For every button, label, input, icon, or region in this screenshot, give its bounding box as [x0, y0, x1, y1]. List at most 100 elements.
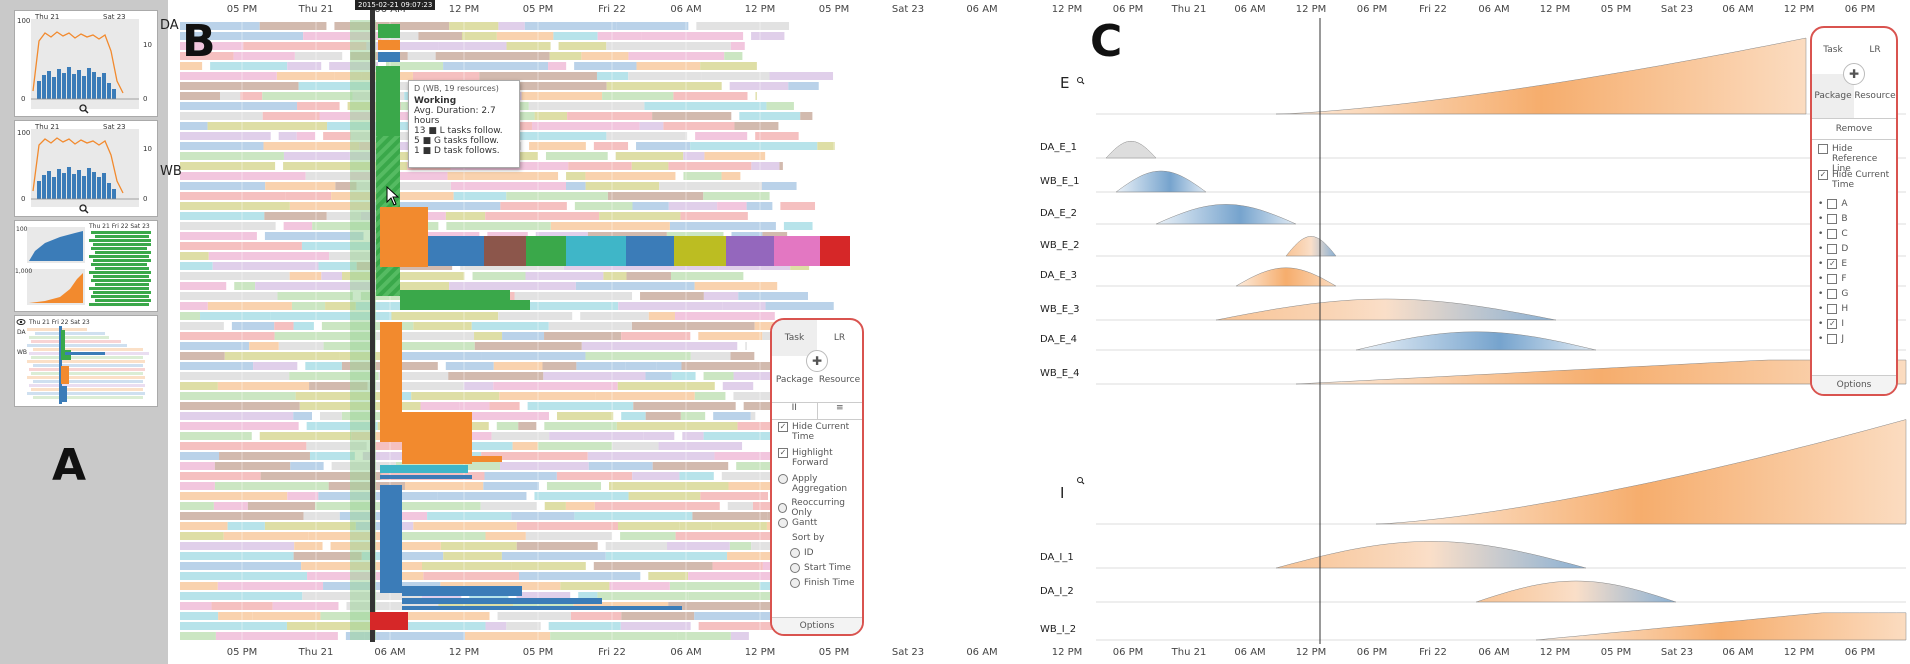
filter-option-f[interactable]: • F	[1812, 271, 1896, 286]
reoccurring-only-option[interactable]: Reoccurring Only	[772, 498, 862, 518]
checkbox-checked-icon[interactable]: ✓	[1827, 258, 1838, 269]
gantt-task-bar	[585, 182, 660, 190]
profile-mode-center-icon[interactable]: ✚	[1843, 63, 1865, 85]
gantt-task-bar	[283, 162, 408, 170]
profile-top-tick-10: Sat 23	[1660, 4, 1694, 15]
gantt-task-bar	[511, 562, 586, 570]
remove-button[interactable]: Remove	[1812, 119, 1896, 140]
zoom-icon[interactable]	[79, 204, 89, 214]
gantt-task-bar	[180, 62, 203, 70]
overview-thumbnail-2[interactable]: 100 0 10 0 Thu 21 Sat 23	[14, 120, 158, 217]
gantt-task-bar	[364, 632, 465, 640]
filter-option-j[interactable]: • J	[1812, 331, 1896, 346]
checkbox-checked-icon[interactable]: ✓	[778, 422, 788, 432]
hide-reference-line-option[interactable]: Hide Reference Line	[1812, 144, 1896, 174]
profile-chart[interactable]	[1036, 0, 1910, 664]
profile-mode-resource-button[interactable]: Resource	[1854, 91, 1896, 101]
checkbox-checked-icon[interactable]: ✓	[1827, 318, 1838, 329]
filter-option-g[interactable]: • G	[1812, 286, 1896, 301]
gantt-task-bar	[393, 552, 444, 560]
gantt-option[interactable]: Gantt	[772, 515, 862, 530]
gantt-task-bar	[326, 212, 361, 220]
thumb4-row2: WB	[17, 349, 27, 356]
mode-resource-button[interactable]: Resource	[818, 375, 861, 385]
gantt-task-bar	[207, 122, 328, 130]
apply-aggregation-option[interactable]: Apply Aggregation	[772, 474, 862, 500]
gantt-task-bar	[817, 142, 835, 150]
checkbox-icon[interactable]	[1818, 144, 1828, 154]
radio-icon[interactable]	[790, 562, 800, 573]
gantt-task-bar	[180, 522, 228, 530]
mode-task-button[interactable]: Task	[772, 320, 817, 356]
checkbox-icon[interactable]	[1827, 213, 1838, 224]
mode-package-button[interactable]: Package	[775, 375, 814, 385]
zoom-icon[interactable]	[1077, 477, 1085, 485]
profile-mode-lr-button[interactable]: LR	[1869, 45, 1881, 55]
checkbox-icon[interactable]	[1827, 333, 1838, 344]
checkbox-icon[interactable]	[1827, 288, 1838, 299]
radio-icon[interactable]	[778, 502, 788, 513]
checkbox-icon[interactable]	[1827, 243, 1838, 254]
sort-start-option[interactable]: Start Time	[772, 560, 862, 575]
gantt-task-bar	[534, 112, 568, 120]
filter-option-e[interactable]: • ✓ E	[1812, 256, 1896, 271]
radio-icon[interactable]	[778, 474, 788, 484]
gantt-task-bar	[621, 612, 695, 620]
checkbox-checked-icon[interactable]: ✓	[1818, 170, 1828, 180]
overview-thumbnail-1[interactable]: 100 0 10 0 Thu 21 Sat 23	[14, 10, 158, 117]
profile-hide-current-time-option[interactable]: ✓ Hide Current Time	[1812, 170, 1896, 196]
checkbox-icon[interactable]	[1827, 273, 1838, 284]
tooltip-line-1: 13 ■ L tasks follow.	[414, 126, 503, 136]
profile-top-tick-12: 12 PM	[1783, 4, 1815, 15]
eye-icon[interactable]	[16, 319, 26, 325]
gantt-task-bar	[180, 122, 208, 130]
gantt-task-bar	[690, 142, 743, 150]
overview-thumbnail-4[interactable]: Thu 21 Fri 22 Sat 23 DA WB	[14, 315, 158, 407]
radio-icon[interactable]	[790, 577, 800, 588]
gantt-task-bar	[667, 542, 730, 550]
filter-option-b[interactable]: • B	[1812, 211, 1896, 226]
gantt-task-bar	[680, 412, 706, 420]
filter-option-a[interactable]: • A	[1812, 196, 1896, 211]
filter-option-d[interactable]: • D	[1812, 241, 1896, 256]
gantt-task-bar	[356, 182, 451, 190]
checkbox-icon[interactable]	[1827, 228, 1838, 239]
gantt-task-bar	[597, 32, 642, 40]
gantt-task-bar	[422, 562, 512, 570]
gantt-task-bar	[483, 482, 539, 490]
gantt-task-bar	[643, 432, 675, 440]
gantt-task-bar	[576, 362, 626, 370]
zoom-icon[interactable]	[1077, 77, 1085, 85]
checkbox-icon[interactable]	[1827, 303, 1838, 314]
checkbox-icon[interactable]	[1827, 198, 1838, 209]
highlight-forward-option[interactable]: ✓ Highlight Forward	[772, 448, 862, 474]
profile-options-button[interactable]: Options	[1812, 375, 1896, 394]
sort-id-option[interactable]: ID	[772, 545, 862, 560]
task-tooltip: D (WB, 19 resources) Working Avg. Durati…	[408, 80, 520, 168]
list-button[interactable]: ≡	[835, 403, 844, 413]
overview-thumbnail-3[interactable]: 100 1,000 Thu 21 Fri 22 Sat 23	[14, 220, 158, 312]
filter-option-h[interactable]: • H	[1812, 301, 1896, 316]
pause-button[interactable]: II	[772, 403, 818, 419]
highlighted-task-bar	[428, 236, 484, 266]
filter-option-i[interactable]: • ✓ I	[1812, 316, 1896, 331]
radio-icon[interactable]	[790, 547, 800, 558]
profile-row-label-da_e_1: DA_E_1	[1040, 142, 1078, 153]
hide-current-time-option[interactable]: ✓ Hide Current Time	[772, 422, 862, 448]
gantt-task-bar	[180, 532, 224, 540]
profile-mode-task-button[interactable]: Task	[1823, 45, 1843, 55]
gantt-task-bar	[214, 482, 329, 490]
zoom-icon[interactable]	[79, 104, 89, 114]
gantt-task-bar	[213, 502, 248, 510]
radio-icon[interactable]	[778, 517, 788, 528]
filter-option-c[interactable]: • C	[1812, 226, 1896, 241]
profile-mode-package-button[interactable]: Package	[1812, 74, 1854, 118]
mode-lr-button[interactable]: LR	[833, 333, 846, 343]
gantt-task-bar	[704, 152, 766, 160]
sort-finish-option[interactable]: Finish Time	[772, 575, 862, 590]
mode-center-icon[interactable]: ✚	[806, 350, 828, 372]
options-button[interactable]: Options	[772, 617, 862, 634]
gantt-chart[interactable]	[180, 0, 1036, 664]
profile-row-label-wb_e_2: WB_E_2	[1040, 240, 1080, 251]
checkbox-checked-icon[interactable]: ✓	[778, 448, 788, 458]
